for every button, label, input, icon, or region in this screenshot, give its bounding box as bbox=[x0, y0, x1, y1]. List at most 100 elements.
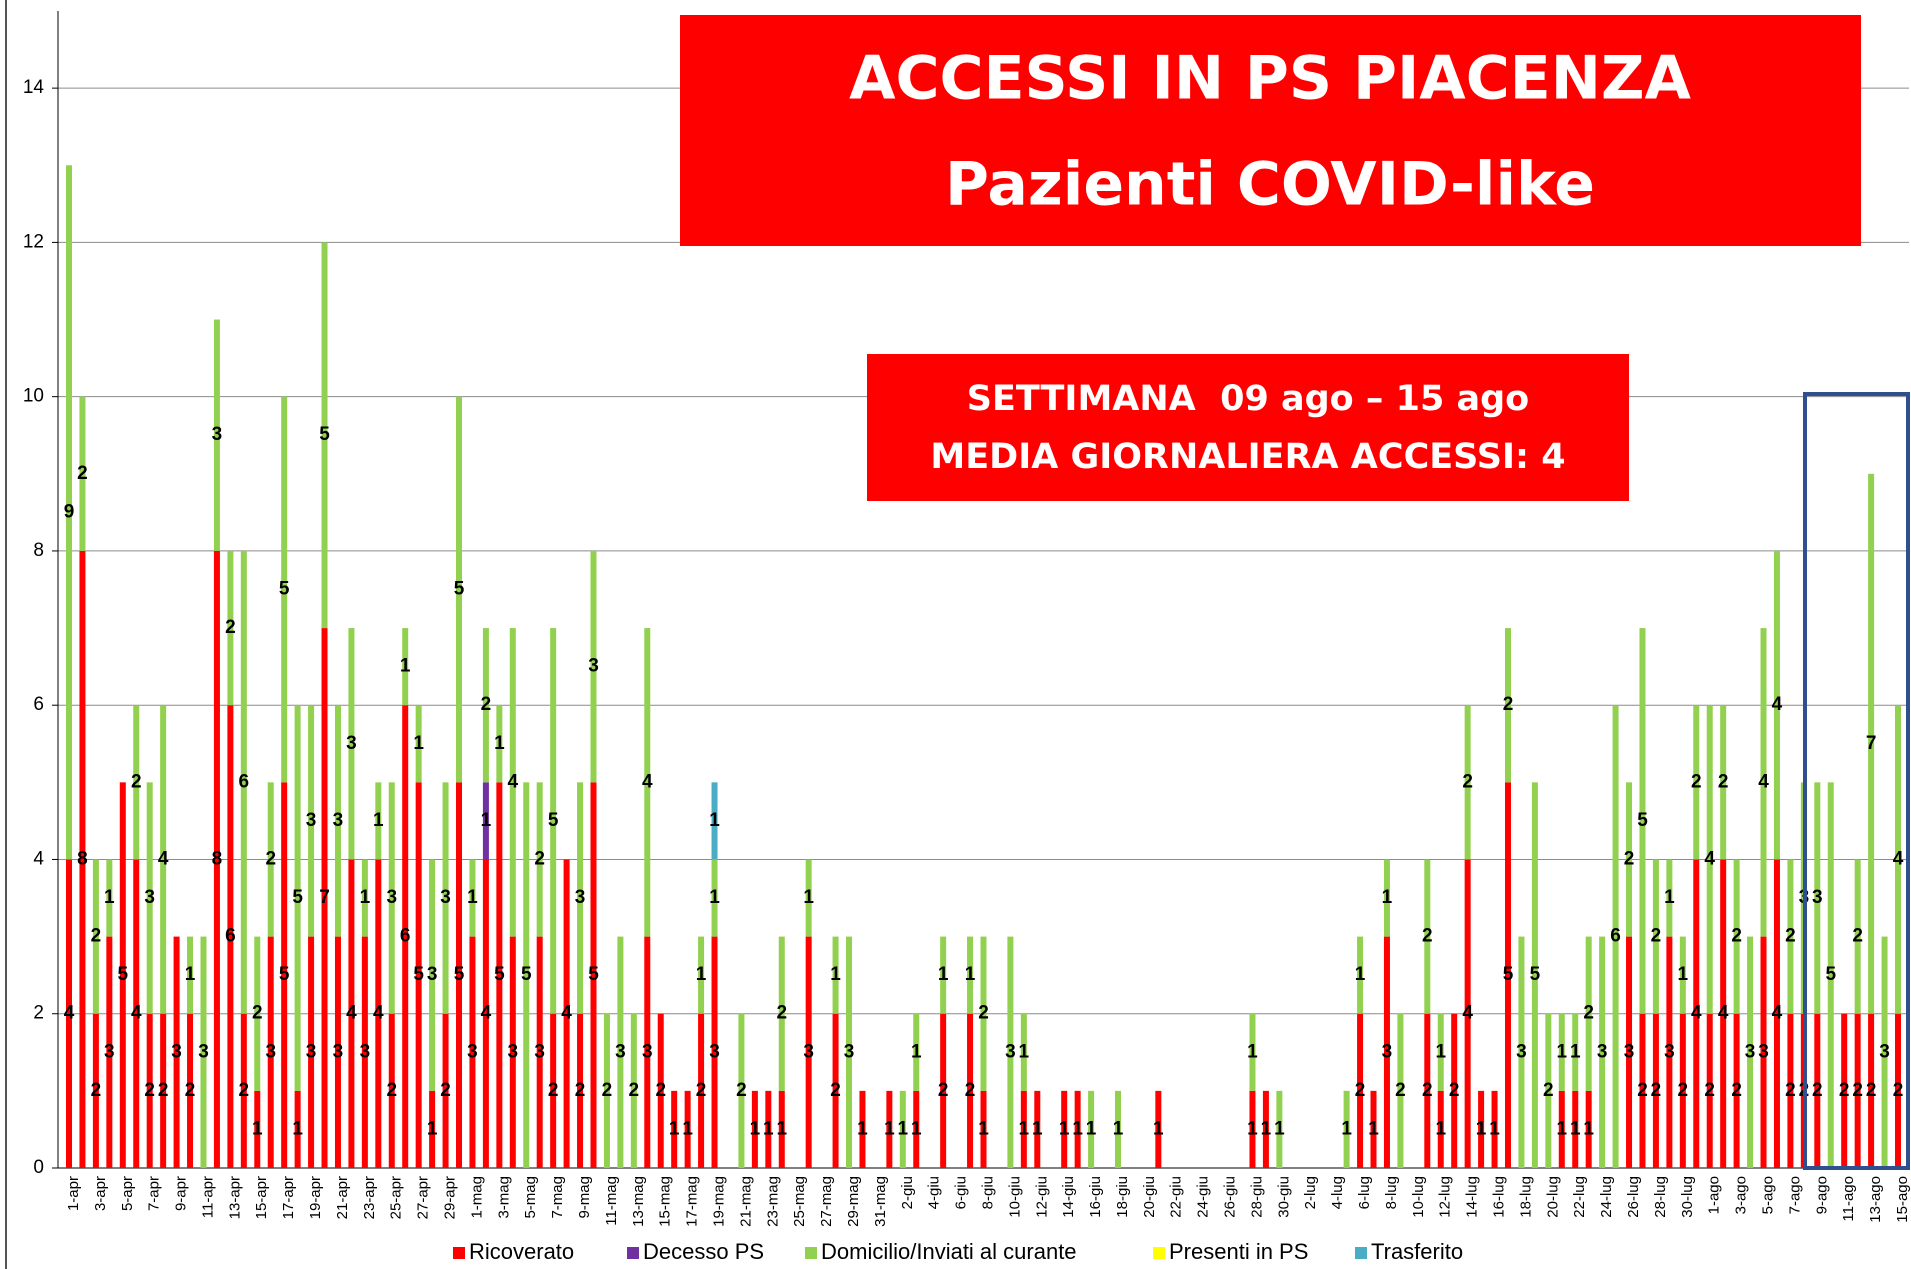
x-tick-label: 2-giu bbox=[899, 1176, 916, 1209]
bar-segment bbox=[1558, 1013, 1565, 1091]
bar-segment bbox=[1720, 705, 1727, 860]
bar-segment bbox=[402, 628, 409, 706]
data-label: 5 bbox=[279, 964, 290, 985]
bar-segment bbox=[79, 396, 86, 551]
bar-segment bbox=[1020, 1013, 1027, 1091]
data-label: 2 bbox=[534, 848, 545, 869]
bar-segment bbox=[66, 165, 72, 860]
data-label: 1 bbox=[1261, 1118, 1272, 1139]
bar-segment bbox=[1854, 1013, 1861, 1168]
bar-segment bbox=[1693, 859, 1700, 1168]
data-label: 3 bbox=[709, 1041, 720, 1062]
bar-segment bbox=[456, 782, 463, 1168]
bar-segment bbox=[348, 859, 355, 1168]
data-label: 1 bbox=[1032, 1118, 1043, 1139]
x-tick-label: 4-lug bbox=[1329, 1176, 1346, 1209]
data-label: 3 bbox=[534, 1041, 545, 1062]
data-label: 5 bbox=[1825, 964, 1836, 985]
x-tick-label: 8-lug bbox=[1383, 1176, 1400, 1209]
bar-segment bbox=[1504, 782, 1511, 1168]
y-tick-label: 0 bbox=[33, 1157, 44, 1178]
bar-segment bbox=[1881, 936, 1888, 1168]
x-tick-label: 29-mag bbox=[845, 1176, 862, 1227]
data-label: 3 bbox=[1005, 1041, 1016, 1062]
bar-segment bbox=[1639, 1013, 1646, 1168]
data-label: 4 bbox=[1758, 771, 1769, 792]
x-tick-label: 24-lug bbox=[1598, 1176, 1615, 1218]
data-label: 2 bbox=[575, 1080, 586, 1101]
bar-segment bbox=[415, 705, 422, 783]
x-tick-label: 11-apr bbox=[199, 1176, 216, 1218]
bar-segment bbox=[536, 936, 543, 1168]
data-label: 1 bbox=[1247, 1041, 1258, 1062]
data-label: 2 bbox=[481, 694, 492, 715]
bar-segment bbox=[1558, 1090, 1565, 1168]
bar-segment bbox=[482, 859, 489, 1168]
bar-segment bbox=[254, 936, 261, 1091]
bar-segment bbox=[187, 936, 194, 1014]
bar-segment bbox=[308, 936, 315, 1168]
data-label: 1 bbox=[1113, 1118, 1124, 1139]
data-label: 3 bbox=[1758, 1041, 1769, 1062]
legend-swatch bbox=[627, 1247, 639, 1259]
data-label: 4 bbox=[1704, 848, 1715, 869]
x-tick-label: 30-giu bbox=[1275, 1176, 1292, 1218]
x-tick-label: 6-giu bbox=[953, 1176, 970, 1209]
x-tick-label: 25-mag bbox=[791, 1176, 808, 1227]
x-tick-label: 12-giu bbox=[1033, 1176, 1050, 1218]
x-tick-label: 16-lug bbox=[1491, 1176, 1508, 1218]
bar-segment bbox=[1639, 628, 1646, 1014]
bar-segment bbox=[173, 936, 180, 1168]
data-label: 5 bbox=[1637, 810, 1648, 831]
data-label: 5 bbox=[118, 964, 129, 985]
data-label: 4 bbox=[64, 1003, 75, 1024]
data-label: 3 bbox=[844, 1041, 855, 1062]
data-label: 1 bbox=[400, 656, 411, 677]
bar-segment bbox=[308, 705, 315, 937]
y-tick-label: 2 bbox=[33, 1003, 44, 1024]
bar-segment bbox=[1679, 936, 1686, 1014]
data-label: 2 bbox=[1637, 1080, 1648, 1101]
bar-segment bbox=[1572, 1090, 1579, 1168]
x-tick-label: 11-ago bbox=[1840, 1176, 1857, 1222]
data-label: 7 bbox=[319, 887, 330, 908]
x-tick-label: 15-apr bbox=[253, 1176, 270, 1219]
legend-label: Presenti in PS bbox=[1169, 1239, 1308, 1264]
bar-segment bbox=[227, 550, 234, 706]
title-box bbox=[680, 15, 1861, 246]
bar-segment bbox=[980, 1090, 987, 1168]
x-tick-label: 14-lug bbox=[1464, 1176, 1481, 1218]
x-tick-label: 17-apr bbox=[280, 1176, 297, 1219]
data-label: 3 bbox=[1624, 1041, 1635, 1062]
data-label: 1 bbox=[292, 1118, 303, 1139]
bar-segment bbox=[1585, 1090, 1592, 1168]
data-label: 2 bbox=[978, 1003, 989, 1024]
bar-segment bbox=[160, 1013, 167, 1168]
legend-swatch bbox=[1153, 1247, 1165, 1259]
bar-segment bbox=[523, 782, 530, 1168]
bar-segment bbox=[1693, 705, 1700, 860]
legend-swatch bbox=[1355, 1247, 1367, 1259]
bar-segment bbox=[913, 1090, 920, 1168]
data-label: 3 bbox=[803, 1041, 814, 1062]
x-tick-label: 23-apr bbox=[361, 1176, 378, 1219]
data-label: 1 bbox=[750, 1118, 761, 1139]
bar-segment bbox=[1666, 859, 1673, 937]
bar-segment bbox=[940, 1013, 947, 1168]
x-tick-label: 13-mag bbox=[630, 1176, 647, 1227]
data-label: 1 bbox=[911, 1118, 922, 1139]
legend-label: Domicilio/Inviati al curante bbox=[821, 1239, 1077, 1264]
bar-segment bbox=[536, 782, 543, 937]
data-label: 4 bbox=[1462, 1003, 1473, 1024]
x-tick-label: 5-mag bbox=[522, 1176, 539, 1219]
data-label: 2 bbox=[225, 617, 236, 638]
data-label: 1 bbox=[1019, 1118, 1030, 1139]
bar-segment bbox=[1773, 550, 1780, 860]
data-label: 3 bbox=[333, 810, 344, 831]
legend-swatch bbox=[805, 1247, 817, 1259]
bar-segment bbox=[213, 550, 220, 1168]
x-tick-label: 7-apr bbox=[146, 1176, 163, 1211]
x-tick-label: 28-lug bbox=[1652, 1176, 1669, 1218]
